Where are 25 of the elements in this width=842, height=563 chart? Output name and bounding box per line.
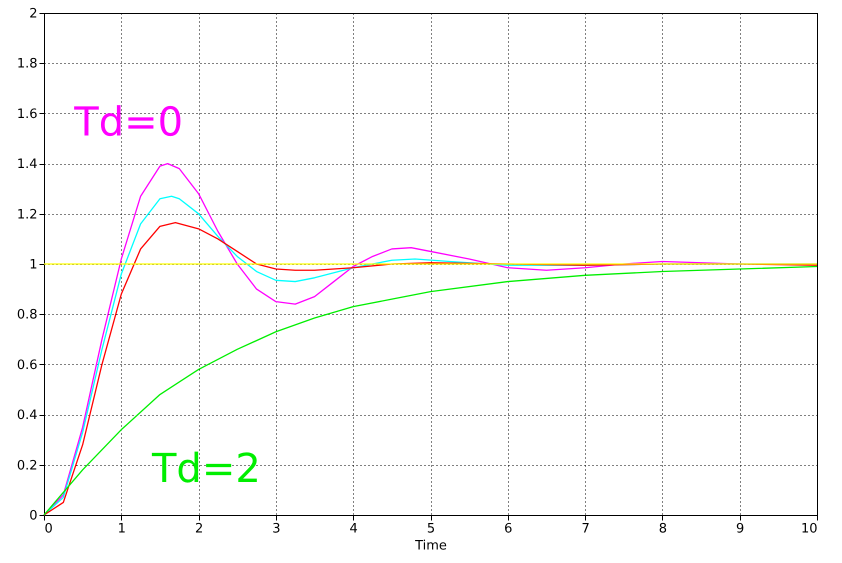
y-tick-label: 1.6 — [16, 106, 38, 122]
x-tick-label: 6 — [504, 522, 512, 536]
y-tick-label: 1.4 — [16, 157, 38, 172]
y-tick-label: 0.4 — [16, 408, 38, 424]
y-tick-label: 1.8 — [16, 56, 38, 72]
x-tick-label: 3 — [272, 522, 281, 536]
x-tick-label: 4 — [350, 522, 358, 536]
series-label: Td=0 — [73, 100, 184, 146]
x-axis-title: Time — [414, 538, 447, 554]
x-tick-label: 5 — [426, 522, 436, 536]
y-tick-label: 0.6 — [16, 358, 38, 373]
y-tick-label: 0.8 — [16, 308, 38, 323]
y-tick-label: 1.2 — [16, 207, 38, 222]
x-tick-label: 10 — [800, 522, 818, 536]
y-tick-label: 0.2 — [16, 458, 38, 474]
y-tick-label: 1 — [29, 258, 38, 272]
x-tick-label: 1 — [118, 522, 126, 536]
x-tick-label: 9 — [736, 522, 744, 536]
series-label: Td=2 — [151, 446, 261, 492]
x-tick-label: 2 — [194, 522, 204, 536]
y-tick-label: 2 — [29, 6, 38, 22]
x-tick-label: 7 — [581, 522, 590, 536]
x-tick-label: 8 — [658, 522, 668, 536]
y-tick-label: 0 — [29, 508, 38, 524]
x-tick-label: 0 — [44, 522, 53, 536]
